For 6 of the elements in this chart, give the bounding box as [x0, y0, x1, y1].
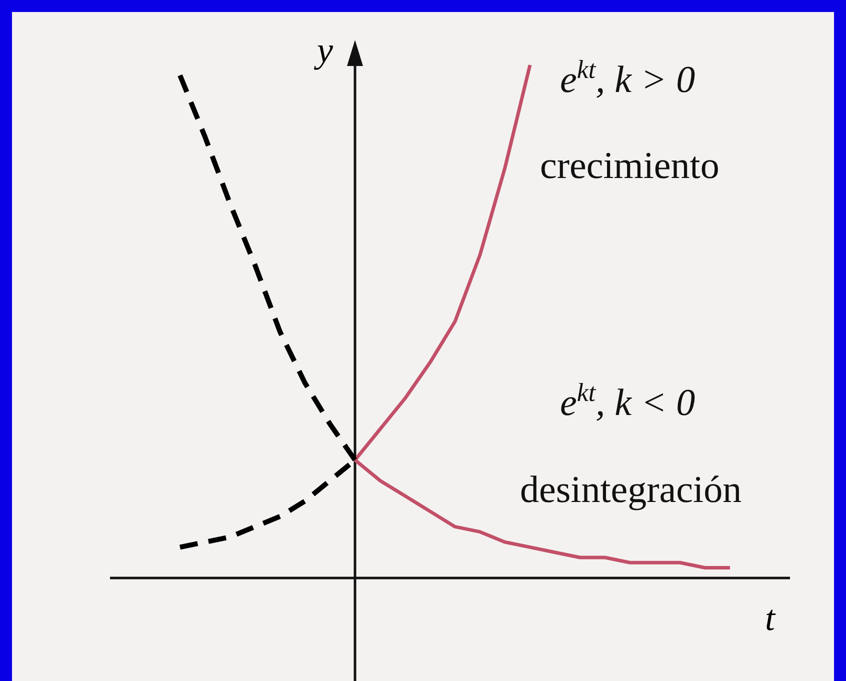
annotation: e$^{kt}$, k > 0: [560, 54, 696, 101]
annotation: crecimiento: [540, 145, 720, 187]
x-axis-title: t: [764, 598, 776, 638]
annotation: e$^{kt}$, k < 0: [560, 378, 696, 424]
annotation: desintegración: [520, 469, 742, 511]
y-axis-title: y: [314, 30, 334, 70]
